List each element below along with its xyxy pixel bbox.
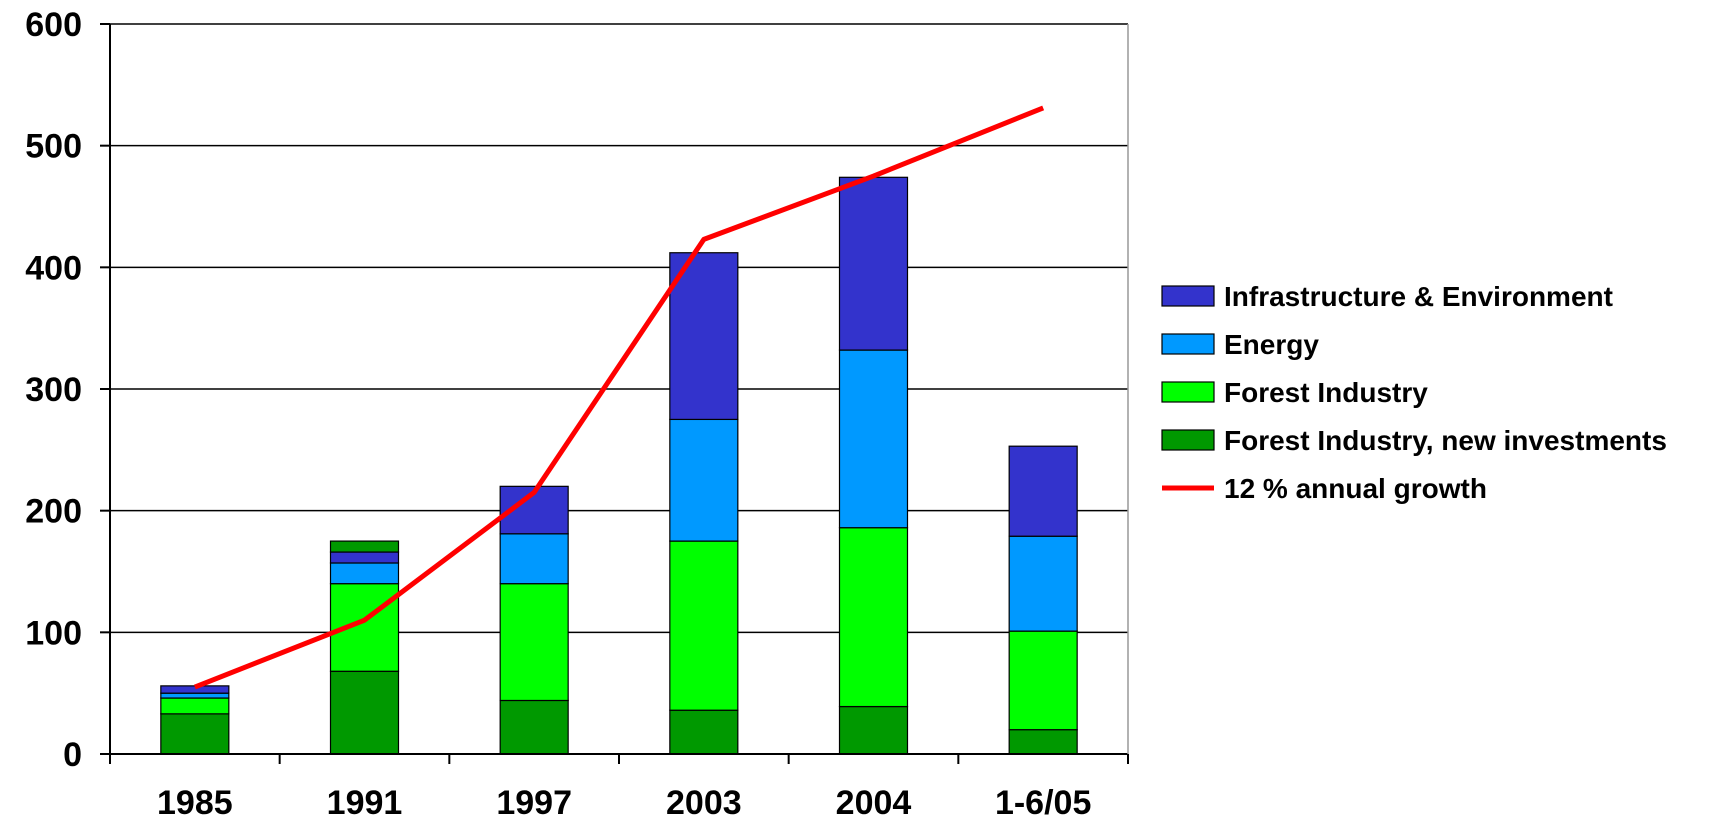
x-tick-label-1-6-05: 1-6/05 (995, 784, 1091, 822)
bar-1991-segment-4 (329, 540, 400, 553)
bar-1-6-05-forest-industry-new-investments (1008, 729, 1078, 755)
bar-1985-energy (160, 692, 230, 699)
x-tick-label-1985: 1985 (157, 784, 233, 822)
bar-1991-energy (329, 562, 400, 585)
y-tick-label-400: 400 (25, 249, 82, 287)
legend-label-12-annual-growth: 12 % annual growth (1224, 473, 1487, 504)
legend-swatch-energy (1161, 333, 1215, 355)
legend-label-forest-industry-new-investments: Forest Industry, new investments (1224, 425, 1667, 456)
axes (109, 24, 1129, 755)
y-tick-label-300: 300 (25, 371, 82, 409)
y-tick-label-0: 0 (63, 736, 82, 774)
x-tick-label-1991: 1991 (327, 784, 403, 822)
bar-1-6-05-energy (1008, 535, 1078, 632)
bar-2003-energy (669, 418, 739, 542)
bar-1991-forest-industry-new-investments (329, 670, 400, 755)
bar-1997-forest-industry (499, 583, 569, 702)
bar-1-6-05-infrastructure-environment (1008, 445, 1078, 537)
bar-2003-infrastructure-environment (669, 252, 739, 421)
x-axis-ticks: 1985 1991 1997 2003 2004 1-6/05 (109, 754, 1129, 822)
bar-2004-infrastructure-environment (838, 176, 909, 351)
x-tick-label-1997: 1997 (496, 784, 572, 822)
bar-2004-forest-industry-new-investments (838, 705, 909, 755)
bar-1997-forest-industry-new-investments (499, 699, 569, 755)
legend-label-energy: Energy (1224, 329, 1319, 360)
bar-1991-forest-industry (329, 583, 400, 672)
gridlines (110, 23, 1128, 634)
bar-1985-forest-industry-new-investments (160, 713, 230, 755)
legend-swatch-infrastructure-environment (1161, 285, 1215, 307)
bar-2004-energy (838, 349, 909, 529)
legend: Infrastructure & Environment Energy Forest… (1161, 281, 1667, 504)
x-tick-label-2003: 2003 (666, 784, 742, 822)
y-tick-label-100: 100 (25, 614, 82, 652)
y-axis-ticks: 0 100 200 300 400 500 600 (25, 6, 110, 774)
y-tick-label-600: 600 (25, 6, 82, 44)
growth-line (193, 105, 1045, 690)
bar-2004-forest-industry (838, 527, 909, 708)
y-tick-label-500: 500 (25, 128, 82, 166)
bar-1991-infrastructure-environment (329, 551, 400, 564)
growth-line-path (193, 105, 1045, 690)
bars (160, 176, 1078, 755)
legend-swatch-forest-industry-new-investments (1161, 429, 1215, 451)
legend-label-forest-industry: Forest Industry (1224, 377, 1428, 408)
bar-1985-forest-industry (160, 697, 230, 715)
bar-2003-forest-industry-new-investments (669, 709, 739, 755)
legend-swatch-forest-industry (1161, 381, 1215, 403)
bar-1997-energy (499, 533, 569, 585)
y-tick-label-200: 200 (25, 493, 82, 531)
bar-1-6-05-forest-industry (1008, 630, 1078, 731)
x-tick-label-2004: 2004 (836, 784, 912, 822)
legend-label-infrastructure-environment: Infrastructure & Environment (1224, 281, 1613, 312)
bar-2003-forest-industry (669, 540, 739, 711)
